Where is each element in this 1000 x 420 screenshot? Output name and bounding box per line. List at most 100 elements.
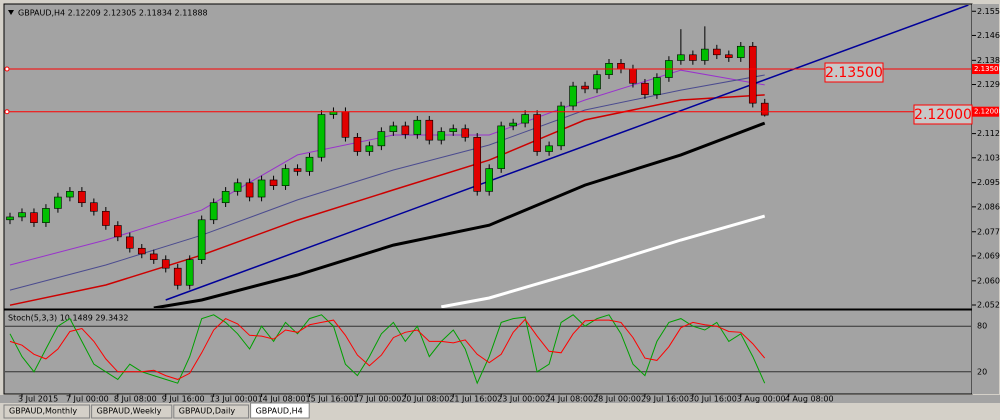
axis-price-label: 2.13500 xyxy=(974,65,1000,73)
candle-body xyxy=(449,128,458,132)
candle-body xyxy=(413,119,422,135)
y-tick-label: 2.13805 xyxy=(977,56,1000,65)
y-tick-label: 2.07780 xyxy=(977,227,1000,236)
tab[interactable] xyxy=(173,404,250,419)
candle-body xyxy=(149,253,158,260)
x-tick-label: 28 Jul 00:00 xyxy=(593,395,641,404)
stoch-pane xyxy=(3,309,973,395)
candle-body xyxy=(281,168,290,186)
time-axis xyxy=(0,395,1000,403)
candle-body xyxy=(66,191,74,198)
candle-body xyxy=(473,136,482,192)
x-tick-label: 14 Jul 08:00 xyxy=(258,395,306,404)
candle-body xyxy=(617,63,625,70)
candle-body xyxy=(305,156,314,172)
candle-body xyxy=(161,259,170,269)
candle-body xyxy=(245,182,254,198)
y-tick-label: 2.15530 xyxy=(977,7,1000,16)
line-anchor xyxy=(4,66,10,72)
moving-average xyxy=(9,94,765,306)
axis-price-label: 2.12000 xyxy=(974,108,1000,116)
y-tick-label: 2.10380 xyxy=(977,153,1000,162)
stoch-line xyxy=(9,314,766,385)
x-tick-label: 24 Jul 08:00 xyxy=(545,395,593,404)
candle-body xyxy=(257,179,266,198)
stoch-title: Stoch(5,3,3) 10.1489 29.3432 xyxy=(8,314,128,323)
candle-body xyxy=(401,125,410,135)
x-tick-label: 15 Jul 16:00 xyxy=(306,395,354,404)
candle-body xyxy=(713,48,721,56)
tab-label[interactable]: GBPAUD,Weekly xyxy=(97,407,162,416)
x-tick-label: 7 Jul 00:00 xyxy=(66,395,109,404)
price-label-box xyxy=(913,104,973,125)
candle-body xyxy=(437,131,446,141)
candle-body xyxy=(689,54,697,61)
stoch-line xyxy=(9,318,766,380)
candle-body xyxy=(533,114,541,152)
moving-average xyxy=(9,74,765,291)
tab-label[interactable]: GBPAUD,Daily xyxy=(179,407,236,416)
candle-body xyxy=(377,131,386,147)
price-pane xyxy=(3,3,973,310)
candle-body xyxy=(724,54,733,58)
plot xyxy=(6,5,969,308)
candle-body xyxy=(341,111,350,138)
moving-average xyxy=(153,121,766,308)
x-tick-label: 30 Jul 16:00 xyxy=(689,395,737,404)
x-tick-label: 17 Jul 00:00 xyxy=(353,395,401,404)
candle-body xyxy=(736,45,745,58)
header-icon xyxy=(8,10,14,15)
candle-body xyxy=(6,216,14,221)
tab-label[interactable]: GBPAUD,Monthly xyxy=(9,407,77,416)
candle-body xyxy=(497,125,505,169)
tab[interactable] xyxy=(3,404,91,419)
y-tick-label: 2.14680 xyxy=(977,31,1000,40)
candle-body xyxy=(509,122,517,127)
tab[interactable] xyxy=(91,404,173,419)
y-tick-label: 2.05205 xyxy=(977,301,1000,310)
candle-body xyxy=(54,196,62,209)
x-tick-label: 8 Jul 08:00 xyxy=(114,395,157,404)
candle-body xyxy=(317,114,326,158)
candle-body xyxy=(521,114,529,124)
candle-body xyxy=(581,85,589,90)
candle-body xyxy=(545,145,553,152)
x-tick-label: 13 Jul 00:00 xyxy=(210,395,258,404)
candle-body xyxy=(677,54,685,61)
candle-body xyxy=(137,247,146,255)
candle-body xyxy=(114,225,122,238)
x-tick-label: 23 Jul 00:00 xyxy=(497,395,545,404)
x-tick-label: 3 Jul 2015 xyxy=(18,395,58,404)
candle-body xyxy=(365,145,374,152)
candle-body xyxy=(569,85,577,107)
axis-price-box xyxy=(972,106,999,117)
candle-body xyxy=(173,267,182,286)
price-label: 2.13500 xyxy=(825,65,883,81)
candle-body xyxy=(78,191,86,204)
candle-body xyxy=(269,179,278,186)
line-anchor xyxy=(4,109,10,115)
trendline xyxy=(165,5,969,301)
candle-body xyxy=(641,82,649,95)
axis-price-box xyxy=(972,64,999,75)
candle-body xyxy=(461,128,470,138)
candle-body xyxy=(209,202,218,221)
price-label-box xyxy=(824,62,884,83)
candle-body xyxy=(760,102,769,116)
stoch-tick-label: 80 xyxy=(977,322,987,331)
stoch-tick-label: 20 xyxy=(977,367,987,376)
y-tick-label: 2.06930 xyxy=(977,251,1000,260)
chart-title: GBPAUD,H4 2.12209 2.12305 2.11834 2.1188… xyxy=(18,9,208,18)
tab-label[interactable]: GBPAUD,H4 xyxy=(256,407,303,416)
x-tick-label: 21 Jul 16:00 xyxy=(449,395,497,404)
candle-body xyxy=(42,208,50,223)
x-tick-label: 9 Jul 16:00 xyxy=(162,395,205,404)
candle-body xyxy=(233,182,242,192)
candle-body xyxy=(18,212,26,218)
moving-average xyxy=(441,214,766,308)
y-tick-label: 2.06055 xyxy=(977,276,1000,285)
candle-body xyxy=(485,168,494,192)
tab[interactable] xyxy=(250,402,310,419)
